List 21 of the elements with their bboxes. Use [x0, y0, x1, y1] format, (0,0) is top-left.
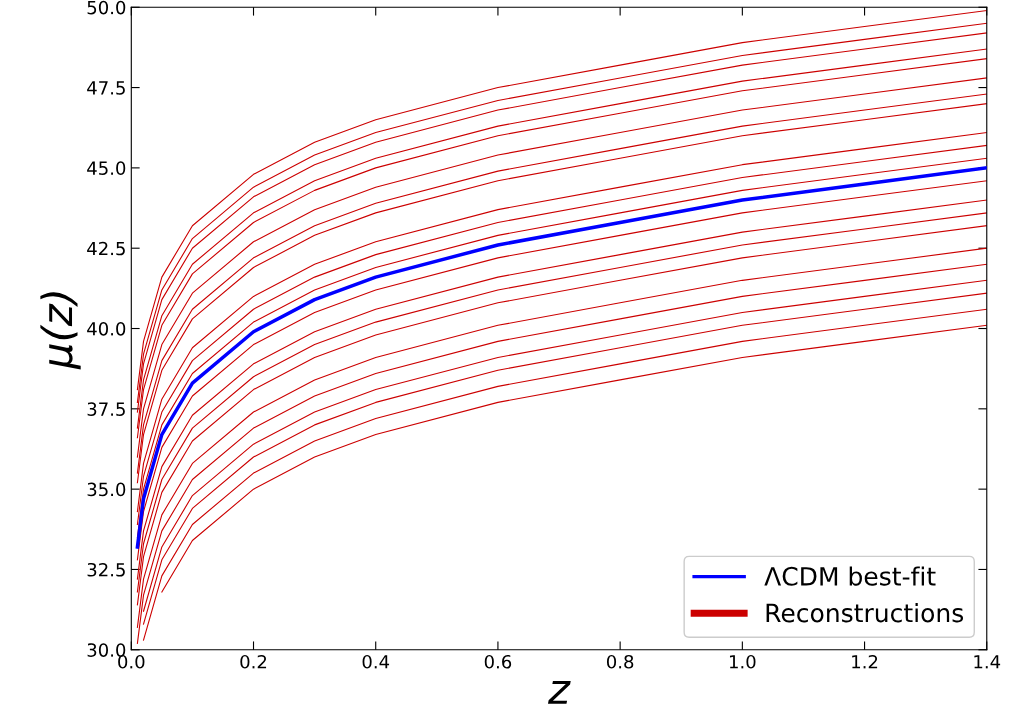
x-tick-label: 0.6 — [484, 654, 512, 669]
x-tick-label: 0.8 — [606, 654, 634, 669]
x-tick-label: 0.4 — [362, 654, 390, 669]
y-tick-label: 42.5 — [87, 241, 125, 256]
y-tick-label: 50.0 — [87, 0, 126, 15]
y-tick-label: 32.5 — [87, 562, 125, 577]
y-tick-label: 47.5 — [87, 81, 125, 95]
y-axis-title: μ(z) — [40, 292, 81, 370]
y-tick-label: 30.0 — [87, 643, 126, 657]
x-tick-label: 1.0 — [729, 654, 756, 669]
x-tick-label: 1.4 — [974, 655, 1001, 669]
x-tick-label: 1.2 — [852, 654, 878, 669]
legend-label: ΛCDM best-fit — [764, 566, 936, 586]
y-tick-label: 37.5 — [87, 402, 125, 416]
y-tick-label: 40.0 — [87, 321, 126, 336]
x-tick-label: 0.2 — [240, 654, 267, 669]
legend-label: Reconstructions — [766, 603, 964, 623]
y-tick-label: 45.0 — [87, 161, 126, 175]
y-tick-label: 35.0 — [87, 482, 126, 497]
x-axis-title: z — [547, 680, 571, 704]
x-tick-label: 0.0 — [118, 654, 145, 669]
